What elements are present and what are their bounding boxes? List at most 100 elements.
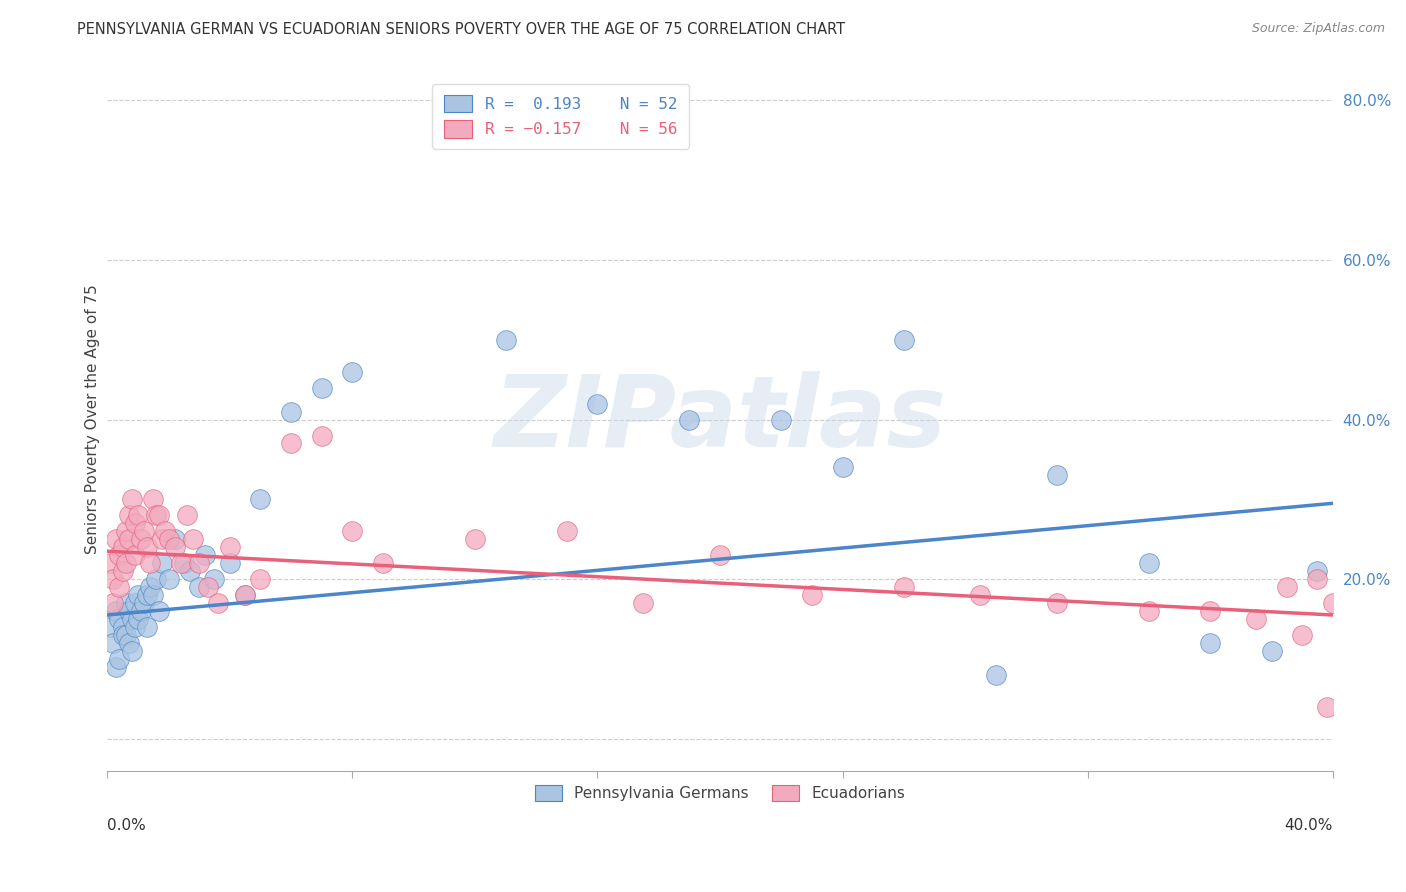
Point [1046, 596, 1069, 610]
Point [129, 532, 152, 546]
Point [105, 660, 128, 674]
Text: ZIPatlas: ZIPatlas [494, 371, 946, 468]
Point [1322, 596, 1344, 610]
Point [145, 508, 167, 523]
Point [139, 580, 162, 594]
Point [121, 612, 143, 626]
Point [800, 588, 823, 602]
Point [311, 381, 333, 395]
Point [709, 548, 731, 562]
Point [1316, 699, 1339, 714]
Point [114, 596, 136, 610]
Point [893, 580, 915, 594]
Point [105, 604, 128, 618]
Point [111, 628, 134, 642]
Point [124, 596, 146, 610]
Point [633, 596, 655, 610]
Point [118, 508, 141, 523]
Point [157, 532, 180, 546]
Point [118, 532, 141, 546]
Point [132, 596, 155, 610]
Point [1046, 468, 1069, 483]
Point [555, 524, 578, 539]
Point [108, 548, 131, 562]
Point [108, 652, 131, 666]
Point [218, 556, 240, 570]
Point [678, 412, 700, 426]
Point [105, 532, 128, 546]
Point [142, 492, 165, 507]
Point [495, 333, 517, 347]
Point [111, 540, 134, 554]
Point [103, 636, 125, 650]
Point [136, 588, 159, 602]
Point [108, 612, 131, 626]
Legend: Pennsylvania Germans, Ecuadorians: Pennsylvania Germans, Ecuadorians [524, 774, 917, 812]
Point [342, 524, 364, 539]
Point [233, 588, 256, 602]
Point [280, 436, 302, 450]
Point [136, 620, 159, 634]
Point [170, 556, 193, 570]
Point [464, 532, 486, 546]
Text: 40.0%: 40.0% [1285, 819, 1333, 833]
Point [197, 580, 219, 594]
Point [1137, 604, 1160, 618]
Text: Source: ZipAtlas.com: Source: ZipAtlas.com [1251, 22, 1385, 36]
Point [1199, 604, 1222, 618]
Point [124, 548, 146, 562]
Point [188, 556, 211, 570]
Point [188, 580, 211, 594]
Point [176, 508, 198, 523]
Point [98, 620, 121, 634]
Point [145, 572, 167, 586]
Point [98, 556, 121, 570]
Point [969, 588, 991, 602]
Point [111, 620, 134, 634]
Point [181, 532, 204, 546]
Point [218, 540, 240, 554]
Point [148, 508, 170, 523]
Point [111, 564, 134, 578]
Point [233, 588, 256, 602]
Point [124, 620, 146, 634]
Point [1137, 556, 1160, 570]
Point [204, 572, 226, 586]
Point [1244, 612, 1267, 626]
Point [121, 492, 143, 507]
Point [194, 548, 217, 562]
Point [371, 556, 394, 570]
Point [207, 596, 229, 610]
Point [118, 636, 141, 650]
Text: 0.0%: 0.0% [107, 819, 146, 833]
Point [770, 412, 793, 426]
Point [249, 492, 271, 507]
Point [280, 404, 302, 418]
Text: PENNSYLVANIA GERMAN VS ECUADORIAN SENIORS POVERTY OVER THE AGE OF 75 CORRELATION: PENNSYLVANIA GERMAN VS ECUADORIAN SENIOR… [77, 22, 845, 37]
Point [1275, 580, 1298, 594]
Point [152, 556, 174, 570]
Point [157, 572, 180, 586]
Point [179, 564, 201, 578]
Point [173, 556, 195, 570]
Point [103, 572, 125, 586]
Point [1291, 628, 1313, 642]
Point [103, 596, 125, 610]
Point [127, 612, 149, 626]
Point [893, 333, 915, 347]
Point [311, 428, 333, 442]
Point [124, 516, 146, 531]
Point [1306, 572, 1329, 586]
Point [121, 644, 143, 658]
Point [342, 365, 364, 379]
Point [163, 540, 186, 554]
Point [132, 524, 155, 539]
Point [114, 628, 136, 642]
Point [139, 556, 162, 570]
Point [1199, 636, 1222, 650]
Point [163, 532, 186, 546]
Point [1260, 644, 1282, 658]
Point [127, 508, 149, 523]
Point [1306, 564, 1329, 578]
Point [155, 524, 177, 539]
